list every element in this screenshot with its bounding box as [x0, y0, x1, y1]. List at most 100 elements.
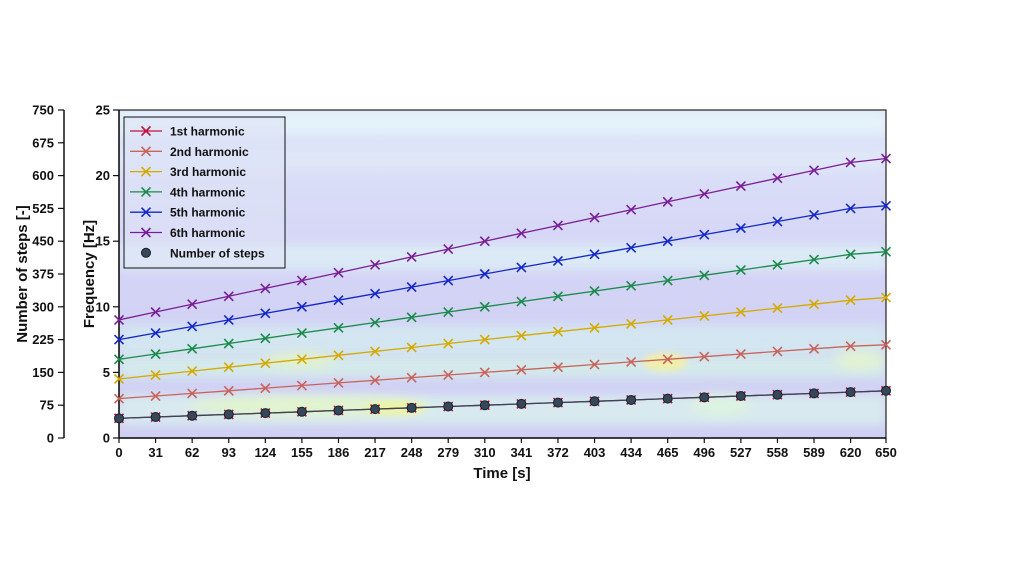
data-point [260, 333, 271, 344]
legend-items: 1st harmonic 2nd harmonic 3rd harmonic 4th … [130, 125, 265, 260]
data-point [626, 394, 637, 405]
y-tick-label: 5 [103, 365, 110, 380]
data-point [735, 306, 746, 318]
y-tick-label: 15 [96, 234, 110, 249]
x-tick-label: 155 [291, 445, 313, 460]
data-point [735, 264, 746, 276]
legend: 1st harmonic 2nd harmonic 3rd harmonic 4th … [123, 116, 286, 269]
series-3rd-harmonic [113, 292, 892, 385]
steps-tick-label: 0 [47, 431, 54, 446]
left-frequency-axis: 0 5 10 15 20 25 [96, 103, 120, 446]
x-tick-label: 527 [730, 445, 752, 460]
x-tick-label: 93 [222, 445, 236, 460]
data-point [589, 359, 600, 370]
legend-item: 6th harmonic [130, 226, 246, 240]
data-point [260, 408, 271, 419]
data-point [516, 296, 527, 307]
data-point [626, 204, 637, 215]
legend-marker [140, 125, 152, 137]
steps-axis: 0 75 150 225 300 375 450 525 600 675 750 [32, 103, 65, 446]
data-point [735, 181, 746, 192]
data-point [808, 254, 820, 265]
legend-item: 1st harmonic [130, 125, 245, 139]
data-point [479, 400, 490, 411]
x-tick-label: 279 [437, 445, 459, 460]
data-point [113, 354, 125, 365]
data-point [150, 348, 161, 360]
data-point [443, 244, 454, 255]
series-4th-harmonic [113, 246, 892, 365]
data-point [809, 388, 820, 399]
data-point [626, 242, 637, 253]
frequency-tick-labels: 0 5 10 15 20 25 [96, 103, 119, 446]
legend-marker [140, 146, 152, 157]
legend-item: 5th harmonic [130, 206, 246, 220]
data-point [699, 392, 710, 403]
data-point [662, 275, 673, 286]
legend-label: 3rd harmonic [170, 165, 246, 179]
x-tick-label: 341 [511, 445, 533, 460]
data-point [296, 354, 307, 365]
data-point [845, 203, 856, 214]
data-point [113, 373, 125, 385]
data-point [150, 369, 161, 381]
data-point [479, 236, 490, 247]
secondary-y-axis-title: Number of steps [-] [14, 205, 31, 343]
steps-tick-label: 675 [32, 135, 54, 150]
data-point [845, 341, 856, 352]
data-point [735, 348, 746, 360]
data-point [223, 291, 234, 302]
data-point [406, 312, 417, 323]
data-point [845, 249, 856, 260]
data-point [443, 369, 454, 381]
data-point [150, 306, 161, 318]
data-point [406, 251, 417, 263]
data-point [369, 288, 381, 299]
data-point [735, 223, 746, 234]
steps-tick-label: 750 [32, 103, 54, 118]
data-point [880, 200, 892, 211]
time-axis: 0 31 62 93 124 155 186 217 248 279 310 341 372 403 434… [115, 437, 897, 460]
data-point [699, 188, 710, 200]
data-point [223, 409, 234, 420]
series-line-3rd-harmonic [118, 296, 887, 380]
data-point [516, 262, 527, 273]
data-point [406, 342, 417, 353]
data-point [150, 412, 161, 423]
data-point [333, 350, 344, 361]
time-tick-labels: 0 31 62 93 124 155 186 217 248 279 310 341 372 403 434… [115, 438, 897, 460]
data-point [662, 354, 673, 365]
legend-item: 4th harmonic [130, 185, 246, 199]
data-point [626, 356, 637, 367]
x-tick-label: 124 [254, 445, 276, 460]
data-point [187, 343, 198, 354]
legend-marker [140, 207, 152, 218]
data-point [333, 377, 344, 388]
legend-marker [140, 166, 152, 177]
data-point [880, 292, 892, 303]
data-point [443, 306, 454, 318]
legend-label: 6th harmonic [170, 226, 246, 240]
plot-area [118, 109, 887, 439]
data-point [516, 228, 527, 239]
x-tick-label: 434 [620, 445, 642, 460]
data-point [443, 338, 454, 349]
legend-item: 3rd harmonic [130, 165, 246, 179]
x-tick-label: 248 [401, 445, 423, 460]
data-point [589, 249, 600, 260]
x-tick-label: 650 [875, 445, 897, 460]
steps-tick-label: 300 [32, 299, 54, 314]
data-point [223, 362, 234, 373]
data-point [772, 259, 783, 270]
data-point [260, 383, 271, 394]
data-point [260, 283, 271, 294]
data-point [516, 330, 527, 341]
data-point [699, 310, 710, 322]
data-point [296, 275, 307, 286]
data-point [516, 398, 527, 409]
x-tick-label: 62 [185, 445, 199, 460]
data-point [772, 173, 783, 184]
legend-label: 5th harmonic [170, 206, 246, 220]
data-point [772, 216, 783, 227]
